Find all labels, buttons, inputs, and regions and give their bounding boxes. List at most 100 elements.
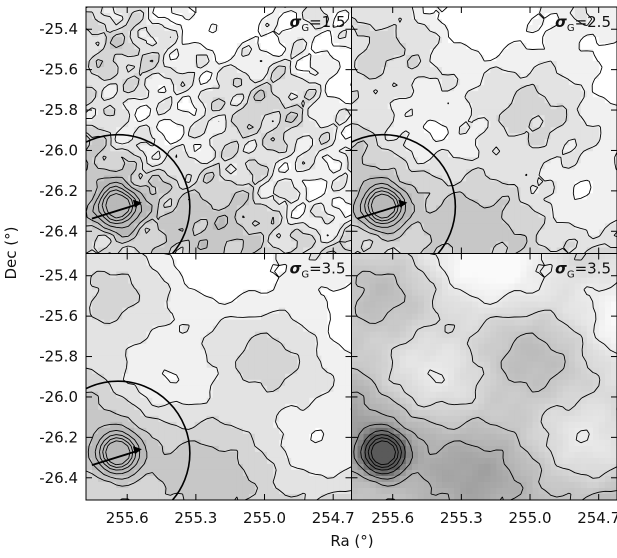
shading xyxy=(502,187,509,194)
shading xyxy=(237,320,244,327)
shading xyxy=(327,278,334,285)
shading xyxy=(333,103,340,110)
shading xyxy=(448,199,455,206)
shading xyxy=(315,326,322,333)
shading xyxy=(104,338,111,345)
shading xyxy=(243,356,250,363)
shading xyxy=(273,326,280,333)
shading xyxy=(557,235,564,242)
shading xyxy=(569,229,576,236)
shading xyxy=(484,205,491,212)
shading xyxy=(183,362,190,369)
shading xyxy=(219,368,226,375)
shading xyxy=(249,362,256,369)
shading xyxy=(551,133,558,140)
shading xyxy=(267,362,274,369)
panel: σG=3.5 xyxy=(46,254,352,526)
shading xyxy=(430,97,437,104)
shading xyxy=(303,374,310,381)
shading xyxy=(448,211,455,218)
shading xyxy=(219,404,226,411)
shading xyxy=(484,79,491,86)
shading xyxy=(164,67,171,74)
shading xyxy=(321,67,328,74)
shading xyxy=(110,67,117,74)
shading xyxy=(255,13,262,20)
shading xyxy=(309,284,316,291)
shading xyxy=(400,211,407,218)
shading xyxy=(557,91,564,98)
shading xyxy=(472,19,479,26)
shading xyxy=(472,169,479,176)
shading xyxy=(285,290,292,297)
shading xyxy=(309,169,316,176)
shading xyxy=(478,181,485,188)
shading xyxy=(605,229,612,236)
shading xyxy=(526,37,533,44)
shading xyxy=(484,13,491,20)
shading xyxy=(116,7,123,14)
shading xyxy=(255,344,262,351)
shading xyxy=(478,7,485,14)
shading xyxy=(327,199,334,206)
shading xyxy=(231,19,238,26)
shading xyxy=(231,416,238,423)
shading xyxy=(388,37,395,44)
shading xyxy=(514,61,521,68)
shading xyxy=(472,97,479,104)
shading xyxy=(466,37,473,44)
shading xyxy=(321,85,328,92)
shading xyxy=(593,223,600,230)
shading xyxy=(436,49,443,56)
shading xyxy=(116,386,123,393)
shading xyxy=(478,61,485,68)
shading xyxy=(605,49,612,56)
shading xyxy=(490,211,497,218)
shading xyxy=(508,139,515,146)
shading xyxy=(581,157,588,164)
shading xyxy=(170,266,177,273)
shading xyxy=(514,229,521,236)
shading xyxy=(225,392,232,399)
shading xyxy=(533,103,540,110)
shading xyxy=(201,211,208,218)
shading xyxy=(551,79,558,86)
shading xyxy=(418,37,425,44)
shading xyxy=(110,79,117,86)
shading xyxy=(285,43,292,50)
shading xyxy=(382,13,389,20)
shading xyxy=(460,103,467,110)
shading xyxy=(225,43,232,50)
shading xyxy=(472,181,479,188)
shading xyxy=(285,422,292,429)
shading xyxy=(436,103,443,110)
shading xyxy=(170,278,177,285)
shading xyxy=(460,241,467,248)
shading xyxy=(406,229,413,236)
shading xyxy=(225,19,232,26)
shading xyxy=(400,91,407,98)
shading xyxy=(436,43,443,50)
shading xyxy=(587,55,594,62)
shading xyxy=(116,338,123,345)
shading xyxy=(551,55,558,62)
shading xyxy=(267,296,274,303)
shading xyxy=(406,91,413,98)
shading xyxy=(605,145,612,152)
shading xyxy=(104,332,111,339)
shading xyxy=(291,151,298,158)
shading xyxy=(146,91,153,98)
shading xyxy=(484,211,491,218)
shading xyxy=(569,103,576,110)
shading xyxy=(122,151,129,158)
shading xyxy=(412,97,419,104)
shading xyxy=(376,199,383,206)
shading xyxy=(599,181,606,188)
shading xyxy=(104,61,111,68)
shading xyxy=(225,272,232,279)
shading xyxy=(394,127,401,134)
shading xyxy=(285,338,292,345)
shading xyxy=(291,416,298,423)
shading xyxy=(496,97,503,104)
shading xyxy=(315,338,322,345)
